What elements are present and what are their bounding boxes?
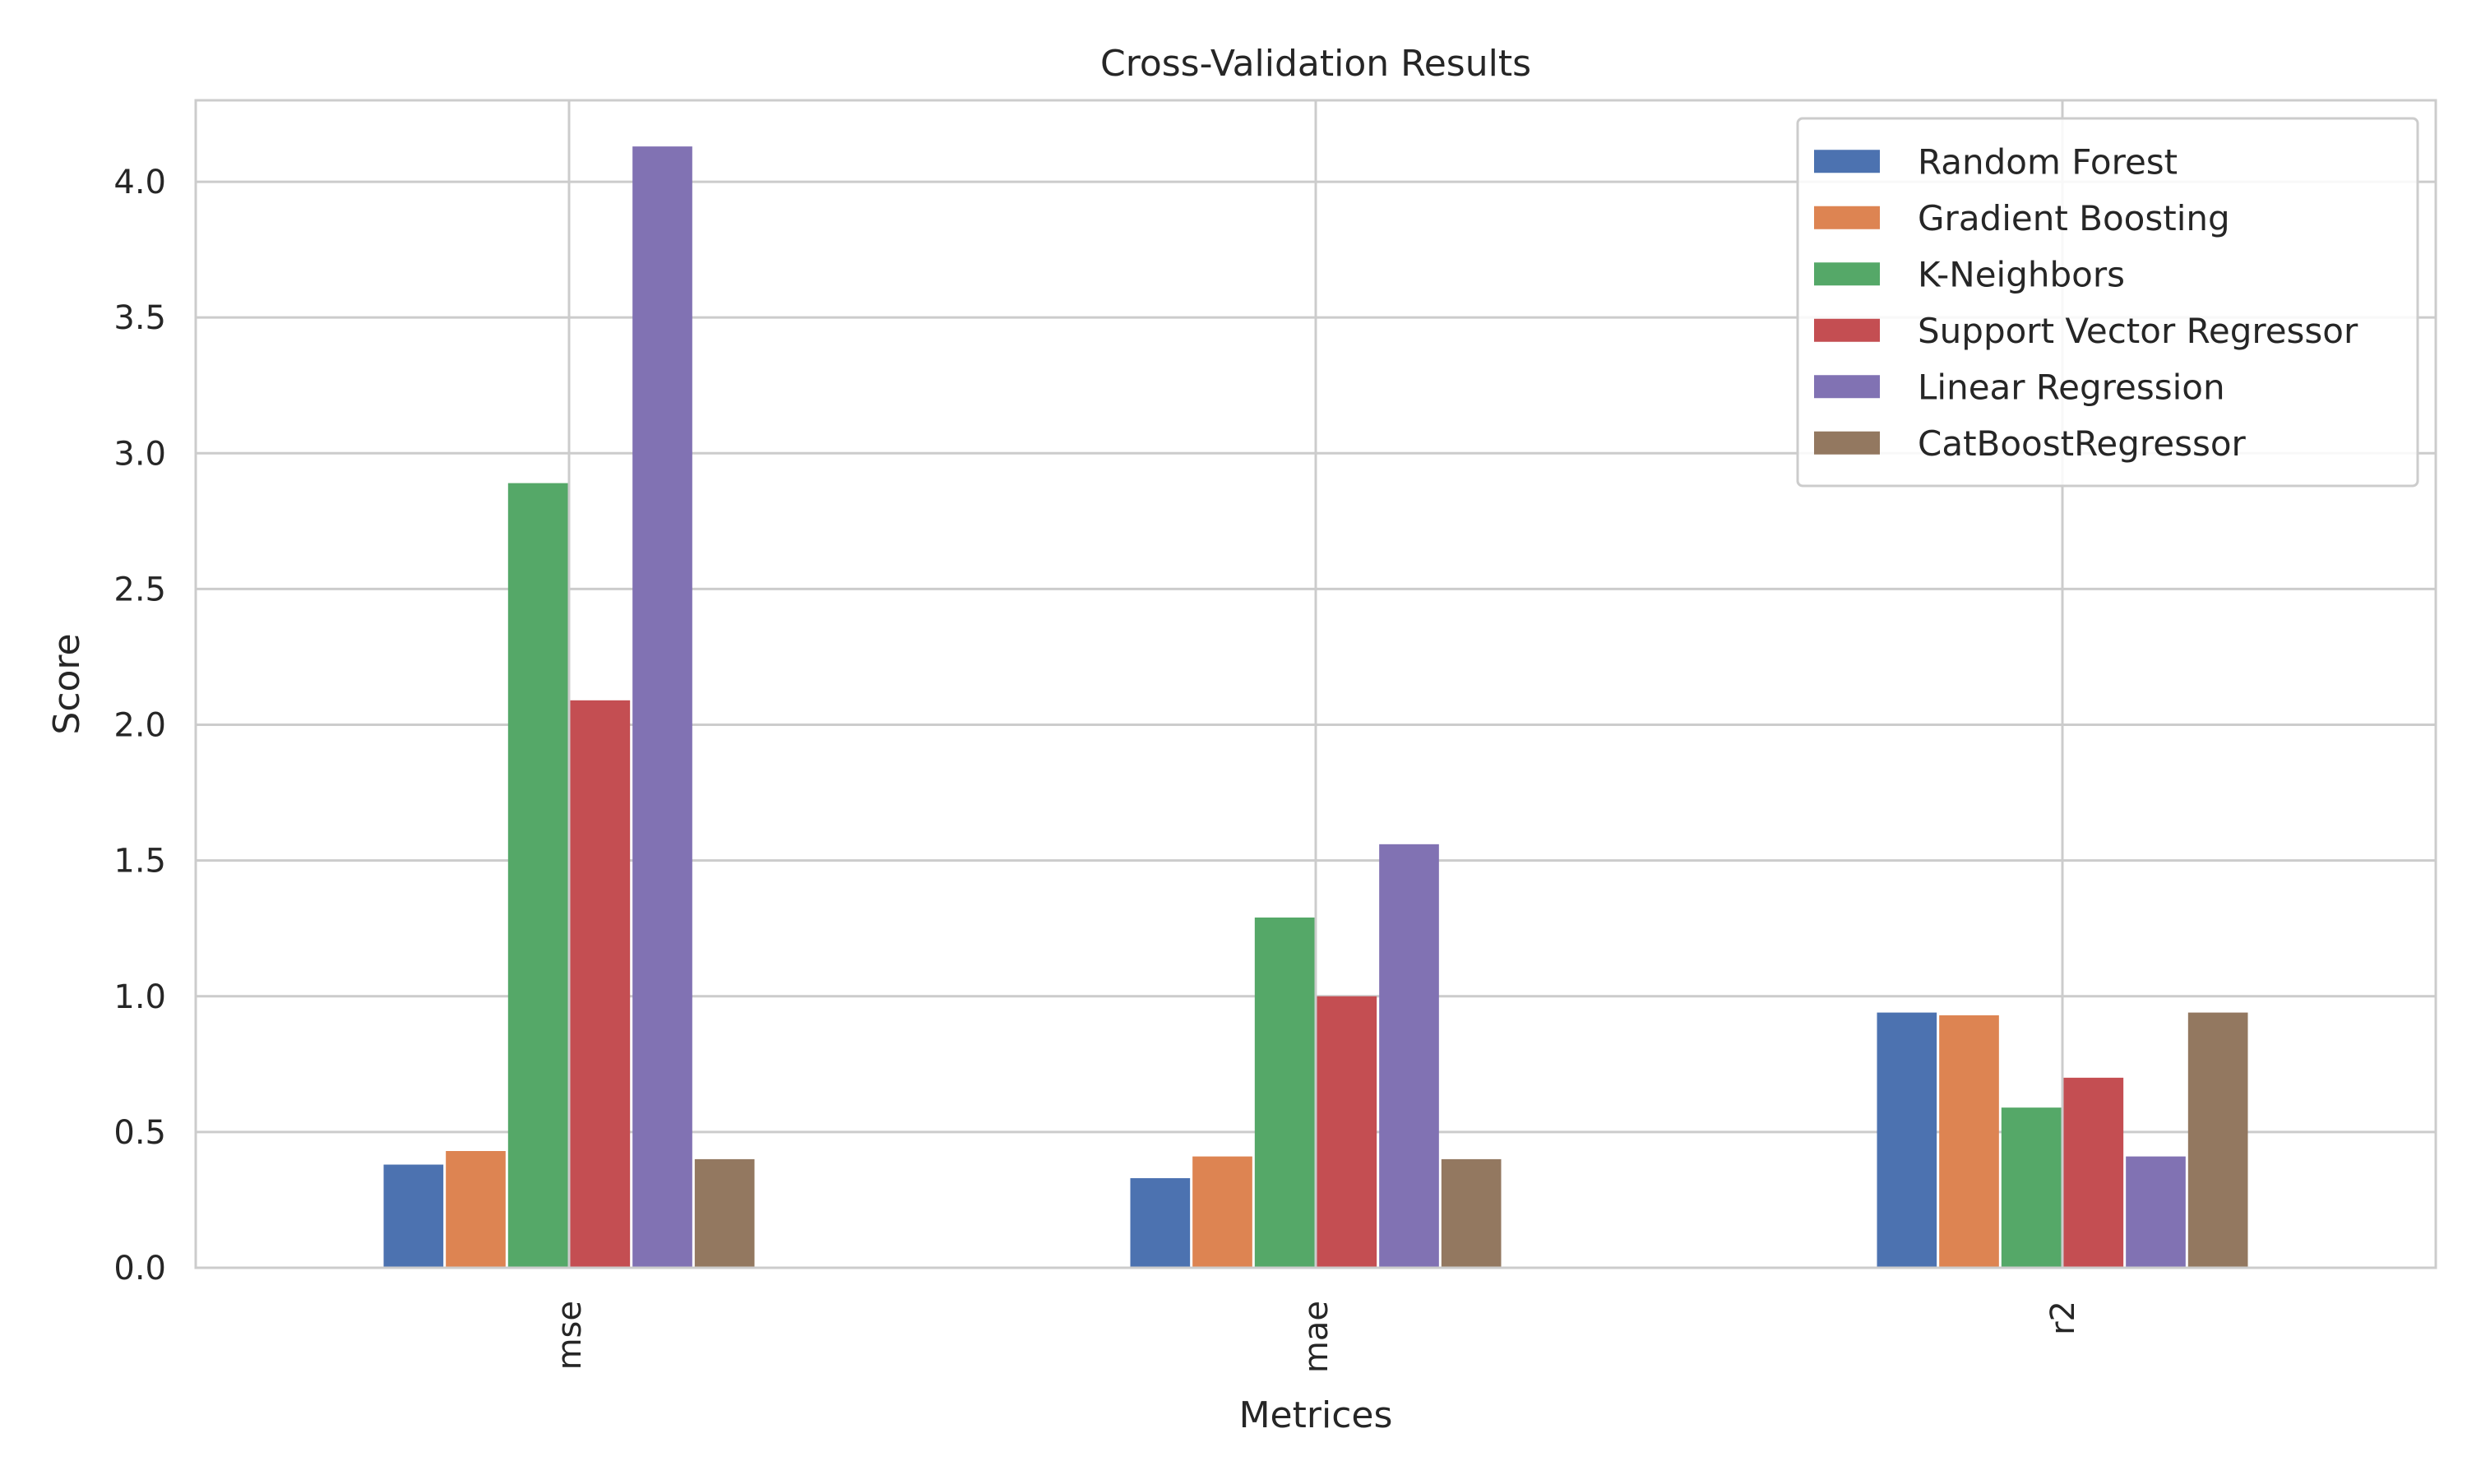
x-tick-label: r2 bbox=[2044, 1301, 2082, 1335]
legend-swatch bbox=[1814, 150, 1880, 173]
bar-linear-regression-r2 bbox=[2126, 1156, 2186, 1268]
legend-label: Support Vector Regressor bbox=[1918, 311, 2358, 351]
bar-k-neighbors-r2 bbox=[2001, 1107, 2062, 1268]
bar-k-neighbors-mae bbox=[1254, 918, 1315, 1268]
bar-random-forest-mse bbox=[383, 1164, 444, 1268]
legend-swatch bbox=[1814, 375, 1880, 399]
bar-linear-regression-mae bbox=[1379, 844, 1439, 1268]
y-tick-label: 1.5 bbox=[113, 843, 166, 881]
legend-label: CatBoostRegressor bbox=[1918, 423, 2247, 464]
y-tick-label: 2.0 bbox=[113, 707, 166, 745]
y-tick-label: 2.5 bbox=[113, 571, 166, 608]
legend-label: Gradient Boosting bbox=[1918, 198, 2230, 238]
y-ticks: 0.0 0.5 1.0 1.5 2.0 2.5 3.0 3.5 4.0 bbox=[113, 164, 166, 1288]
x-axis-label: Metrices bbox=[1239, 1394, 1393, 1436]
x-tick-label: mae bbox=[1298, 1301, 1335, 1373]
y-tick-label: 3.5 bbox=[113, 299, 166, 337]
bar-gradient-boosting-mse bbox=[446, 1151, 506, 1268]
grid-layer bbox=[196, 100, 2436, 1269]
chart-title: Cross-Validation Results bbox=[1100, 43, 1531, 85]
y-tick-label: 0.5 bbox=[113, 1114, 166, 1152]
y-tick-label: 1.0 bbox=[113, 978, 166, 1016]
plot-frame bbox=[194, 99, 2437, 1269]
legend-swatch bbox=[1814, 431, 1880, 455]
bar-k-neighbors-mse bbox=[507, 483, 568, 1268]
y-axis-label: Score bbox=[46, 633, 88, 734]
y-tick-label: 4.0 bbox=[113, 164, 166, 201]
bar-catboostregressor-mae bbox=[1441, 1158, 1502, 1268]
bar-gradient-boosting-r2 bbox=[1939, 1015, 1999, 1268]
bar-catboostregressor-r2 bbox=[2187, 1012, 2248, 1268]
legend-label: Linear Regression bbox=[1918, 367, 2225, 407]
legend-label: K-Neighbors bbox=[1918, 254, 2125, 294]
bar-catboostregressor-mse bbox=[694, 1158, 755, 1268]
legend-label: Random Forest bbox=[1918, 141, 2178, 182]
bar-support-vector-regressor-mse bbox=[570, 700, 631, 1268]
legend-swatch bbox=[1814, 206, 1880, 229]
bar-gradient-boosting-mae bbox=[1192, 1156, 1252, 1268]
legend-swatch bbox=[1814, 318, 1880, 342]
bar-support-vector-regressor-r2 bbox=[2063, 1077, 2124, 1268]
legend: Random Forest Gradient Boosting K-Neighbor… bbox=[1796, 117, 2419, 488]
legend-swatch bbox=[1814, 262, 1880, 286]
legend-box bbox=[1796, 117, 2419, 488]
bars-layer bbox=[383, 146, 2248, 1269]
bar-random-forest-r2 bbox=[1877, 1012, 1937, 1268]
x-tick-label: mse bbox=[551, 1301, 589, 1370]
y-tick-label: 0.0 bbox=[113, 1250, 166, 1288]
bar-support-vector-regressor-mae bbox=[1317, 996, 1377, 1268]
y-tick-label: 3.0 bbox=[113, 435, 166, 473]
bar-random-forest-mae bbox=[1130, 1178, 1191, 1268]
x-ticks: mse mae r2 bbox=[551, 1301, 2082, 1373]
bar-linear-regression-mse bbox=[632, 146, 692, 1269]
